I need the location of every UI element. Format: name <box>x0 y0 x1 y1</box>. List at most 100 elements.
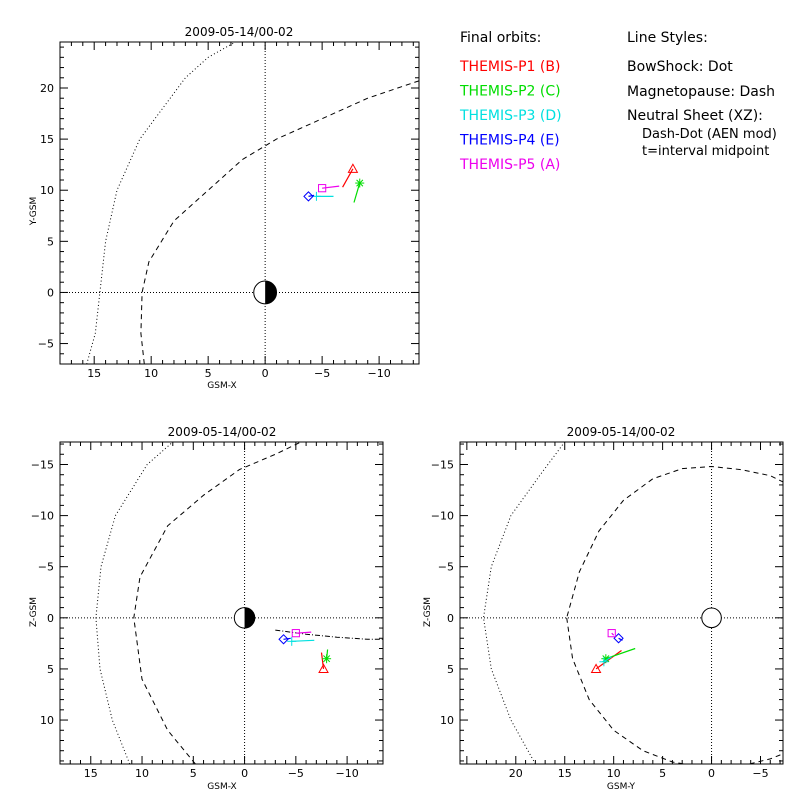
y-tick-label: 15 <box>40 133 54 146</box>
orbit-track <box>320 652 325 669</box>
marker-triangle <box>590 663 602 674</box>
y-tick-label: 5 <box>47 235 54 248</box>
y-tick-label: 0 <box>47 612 54 625</box>
orbit-track <box>353 182 361 203</box>
plot-area: 20 15 10 5 0 −5 10 5 0 −5 −10 −15 <box>431 441 784 780</box>
marker-square <box>318 184 327 193</box>
x-tick-label: 0 <box>241 767 248 780</box>
earth-marker <box>253 280 278 305</box>
y-tick-label: 0 <box>447 612 454 625</box>
x-tick-label: 15 <box>87 367 101 380</box>
earth-marker <box>233 607 256 629</box>
satellite-themis-p5 <box>318 184 340 193</box>
y-tick-label: −10 <box>31 510 54 523</box>
y-tick-label: 10 <box>40 184 54 197</box>
x-tick-label: 5 <box>659 767 666 780</box>
y-tick-label: −5 <box>438 561 454 574</box>
line-styles-heading: Line Styles: <box>627 30 708 46</box>
x-tick-label: 20 <box>509 767 523 780</box>
satellite-themis-p4 <box>303 191 315 202</box>
legend-entry: THEMIS-P4 (E) <box>459 133 560 149</box>
line-style-item: Magnetopause: Dash <box>627 84 775 100</box>
satellite-themis-p5 <box>291 629 312 638</box>
orbit-track <box>308 194 315 197</box>
y-tick-label: 20 <box>40 82 54 95</box>
x-tick-label: −10 <box>336 767 359 780</box>
marker-square <box>291 629 300 638</box>
x-tick-label: −5 <box>314 367 330 380</box>
x-tick-label: 5 <box>190 767 197 780</box>
satellite-themis-p4 <box>278 634 291 645</box>
marker-triangle <box>318 663 329 674</box>
y-tick-label: 0 <box>47 286 54 299</box>
satellite-themis-p1 <box>318 652 329 674</box>
legend-entry: THEMIS-P5 (A) <box>459 157 560 173</box>
y-axis-label: Z-GSM <box>29 597 39 627</box>
satellite-themis-p3 <box>287 636 315 646</box>
y-tick-label: −15 <box>31 458 54 471</box>
y-tick-label: −15 <box>431 458 454 471</box>
x-tick-label: 15 <box>558 767 572 780</box>
magnetopause-curve <box>133 442 302 764</box>
plot-frame <box>459 441 784 765</box>
legend-heading: Final orbits: <box>460 30 541 46</box>
marker-asterisk <box>355 178 365 188</box>
line-style-item: Neutral Sheet (XZ): <box>627 108 763 124</box>
earth-marker <box>701 607 722 629</box>
satellite-themis-p2 <box>322 649 332 664</box>
yz-plane-panel: 2009-05-14/00-02 GSM-Y Z-GSM 20 15 10 5 0 −5 1… <box>423 425 784 792</box>
bow-shock-curve <box>86 42 236 364</box>
xz-plane-panel: 2009-05-14/00-02 GSM-X Z-GSM 15 10 5 0 −5 −10… <box>29 425 384 792</box>
legend-entry: THEMIS-P1 (B) <box>459 59 560 75</box>
y-tick-label: 5 <box>47 663 54 676</box>
x-axis-label: GSM-Y <box>607 782 636 792</box>
orbit-track <box>611 632 615 636</box>
x-tick-label: 5 <box>205 367 212 380</box>
legend-entry: THEMIS-P3 (D) <box>459 108 562 124</box>
x-tick-label: 15 <box>84 767 98 780</box>
marker-plus <box>287 636 297 646</box>
x-tick-label: 10 <box>144 367 158 380</box>
x-tick-label: −10 <box>368 367 391 380</box>
line-style-item: Dash-Dot (AEN mod) <box>642 127 777 142</box>
x-tick-label: 10 <box>607 767 621 780</box>
y-tick-label: −5 <box>38 338 54 351</box>
plot-area: 15 10 5 0 −5 −10 10 5 0 −5 −10 −15 <box>31 441 384 780</box>
satellite-themis-p1 <box>342 163 359 188</box>
panel-title: 2009-05-14/00-02 <box>567 425 676 439</box>
line-style-item: t=interval midpoint <box>642 144 769 159</box>
orbit-track <box>322 185 340 189</box>
x-tick-label: −5 <box>752 767 768 780</box>
satellite-themis-p3 <box>599 656 613 667</box>
x-tick-label: −5 <box>288 767 304 780</box>
plot-frame <box>59 441 384 765</box>
y-tick-label: 10 <box>40 714 54 727</box>
satellite-themis-p2 <box>353 178 365 203</box>
marker-plus <box>599 657 609 667</box>
line-style-item: BowShock: Dot <box>627 59 733 75</box>
orbit-legend: Final orbits: THEMIS-P1 (B) THEMIS-P2 (C)… <box>459 30 562 173</box>
plot-area: 15 10 5 0 −5 −10 −5 0 5 10 15 20 <box>38 41 420 380</box>
y-tick-label: −5 <box>38 561 54 574</box>
bow-shock-curve <box>95 442 174 764</box>
panel-title: 2009-05-14/00-02 <box>168 425 277 439</box>
bow-shock-curve <box>482 442 566 764</box>
x-tick-label: 0 <box>262 367 269 380</box>
satellite-themis-p5 <box>607 629 616 638</box>
y-axis-label: Z-GSM <box>423 597 433 627</box>
legend-entry: THEMIS-P2 (C) <box>459 84 561 100</box>
panel-title: 2009-05-14/00-02 <box>185 25 294 39</box>
legend-entries: THEMIS-P1 (B) THEMIS-P2 (C) THEMIS-P3 (D) T… <box>459 59 562 173</box>
magnetopause-curve <box>140 80 419 364</box>
orbit-track <box>595 650 622 670</box>
magnetopause-curve <box>566 465 783 764</box>
y-tick-label: 10 <box>440 714 454 727</box>
marker-square <box>607 629 616 638</box>
x-tick-label: 10 <box>135 767 149 780</box>
marker-diamond <box>278 634 289 645</box>
y-axis-label: Y-GSM <box>29 197 39 226</box>
xy-plane-panel: 2009-05-14/00-02 GSM-X Y-GSM 15 10 5 0 −5 −10… <box>29 25 420 391</box>
x-axis-label: GSM-X <box>207 381 236 391</box>
orbit-track <box>295 631 312 634</box>
